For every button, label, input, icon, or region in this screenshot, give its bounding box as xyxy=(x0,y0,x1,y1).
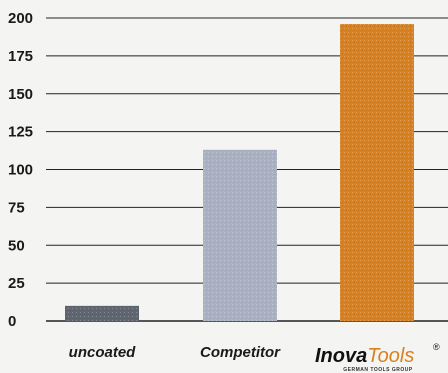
bars xyxy=(65,24,414,322)
y-tick-label-25: 25 xyxy=(8,275,25,292)
category-label-uncoated: uncoated xyxy=(69,344,137,361)
inovatools-logo-text: InovaTools xyxy=(315,345,414,367)
category-label-competitor: Competitor xyxy=(200,344,281,361)
y-tick-label-175: 175 xyxy=(8,48,33,65)
y-tick-label-50: 50 xyxy=(8,237,25,254)
y-tick-label-100: 100 xyxy=(8,162,33,179)
inovatools-logo: InovaTools ® GERMAN TOOLS GROUP xyxy=(315,342,440,373)
y-tick-label-75: 75 xyxy=(8,199,25,216)
x-axis-categories: uncoated Competitor xyxy=(69,344,282,361)
logo-tagline: GERMAN TOOLS GROUP xyxy=(343,367,413,373)
logo-registered-mark: ® xyxy=(433,342,440,352)
y-tick-label-0: 0 xyxy=(8,313,16,330)
logo-brand-primary: Inova xyxy=(315,345,367,367)
bar-texture-uncoated xyxy=(65,305,139,321)
y-tick-label-125: 125 xyxy=(8,124,33,141)
y-axis-ticks: 0 25 50 75 100 125 150 175 200 xyxy=(8,10,33,330)
y-tick-label-200: 200 xyxy=(8,10,33,27)
bar-texture-inovatools xyxy=(340,24,414,322)
bar-texture-competitor xyxy=(203,149,277,321)
logo-brand-secondary: Tools xyxy=(367,345,414,367)
y-tick-label-150: 150 xyxy=(8,86,33,103)
